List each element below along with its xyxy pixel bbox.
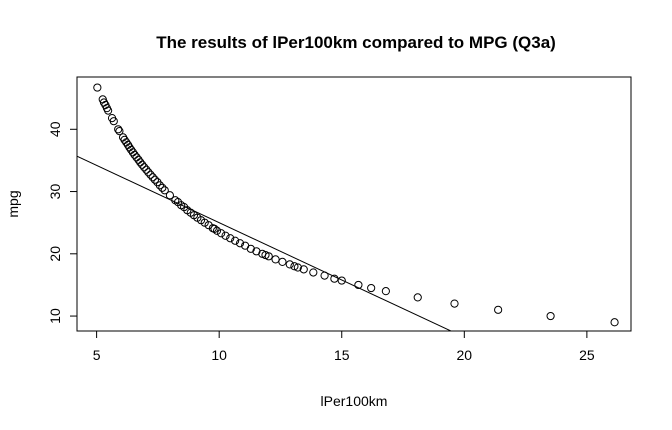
data-point: [144, 168, 153, 177]
data-point: [337, 276, 346, 285]
data-point: [136, 158, 145, 167]
x-tick-label: 5: [93, 347, 101, 363]
data-point: [246, 244, 255, 253]
data-point: [330, 274, 339, 283]
data-point: [142, 165, 151, 174]
y-tick-label: 20: [47, 246, 63, 262]
data-point: [299, 265, 308, 274]
data-point: [494, 305, 503, 314]
data-point: [128, 148, 137, 157]
data-point: [120, 135, 129, 144]
x-tick-label: 10: [211, 347, 227, 363]
regression-line: [77, 155, 453, 331]
data-point: [104, 106, 113, 115]
data-point: [226, 234, 235, 243]
y-tick-label: 30: [47, 184, 63, 200]
data-point: [146, 170, 155, 179]
data-point: [231, 236, 240, 245]
chart-title: The results of lPer100km compared to MPG…: [156, 33, 556, 52]
data-point: [354, 280, 363, 290]
data-point: [264, 252, 273, 261]
data-point: [271, 255, 280, 264]
x-tick-label: 15: [334, 347, 350, 363]
data-point: [150, 175, 160, 184]
data-point: [160, 186, 169, 195]
data-point: [381, 287, 390, 296]
y-axis: 10 20 30 40: [47, 121, 78, 324]
data-point: [610, 318, 619, 327]
data-point: [320, 271, 329, 280]
data-point: [155, 181, 164, 190]
data-point: [140, 163, 149, 172]
data-point: [158, 183, 167, 192]
data-point: [278, 257, 287, 266]
data-point: [367, 283, 376, 293]
data-point: [165, 191, 175, 200]
x-axis: 5 10 15 20 25: [93, 330, 595, 363]
data-point: [450, 299, 459, 308]
data-point: [546, 311, 555, 321]
data-point: [109, 117, 118, 126]
y-tick-label: 40: [47, 121, 63, 137]
data-point: [171, 196, 180, 205]
data-point: [130, 150, 139, 159]
x-axis-label: lPer100km: [321, 393, 388, 409]
plot-frame: [76, 76, 632, 332]
data-point: [221, 231, 230, 240]
x-tick-label: 20: [457, 347, 473, 363]
data-point: [285, 260, 294, 269]
data-point: [217, 229, 226, 238]
data-point: [148, 173, 157, 182]
data-point: [413, 293, 422, 302]
x-tick-label: 25: [579, 347, 595, 363]
data-point: [293, 263, 302, 272]
y-axis-label: mpg: [5, 190, 21, 217]
data-point: [212, 226, 222, 235]
data-point: [309, 268, 318, 277]
data-point: [138, 160, 147, 169]
data-point: [93, 83, 102, 92]
data-point: [235, 239, 245, 248]
data-point: [114, 125, 123, 134]
data-point: [115, 127, 124, 136]
data-point: [210, 224, 219, 234]
data-point: [290, 262, 299, 271]
y-tick-label: 10: [47, 308, 63, 324]
